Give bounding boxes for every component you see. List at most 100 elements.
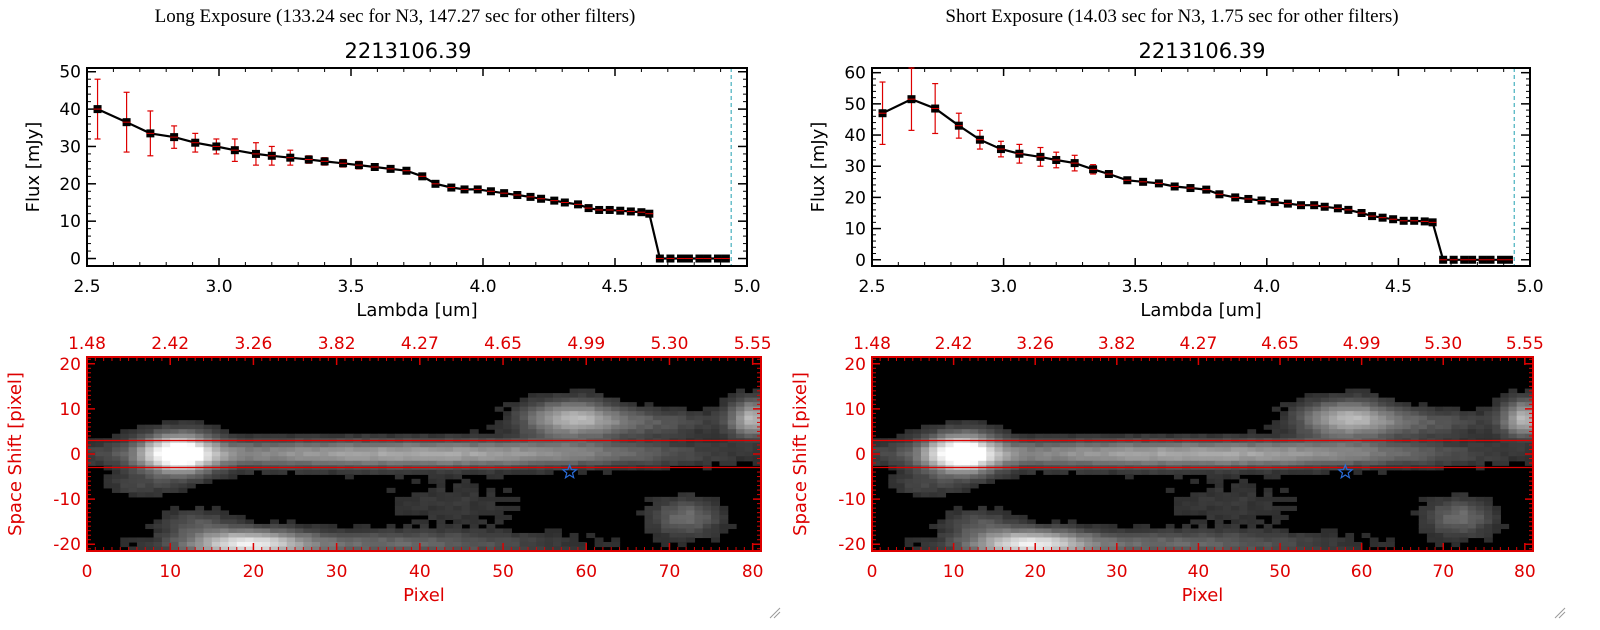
image-pixel xyxy=(1124,537,1134,543)
image-pixel xyxy=(1231,474,1240,480)
image-pixel xyxy=(1214,519,1224,525)
image-pixel xyxy=(336,532,346,539)
image-pixel xyxy=(1418,433,1428,439)
image-pixel xyxy=(1247,546,1257,552)
x-tick-label: 2.5 xyxy=(858,277,885,297)
image-pixel xyxy=(686,411,696,417)
image-pixel xyxy=(636,424,646,430)
image-pixel xyxy=(436,510,446,516)
image-pixel xyxy=(170,541,180,548)
image-pixel xyxy=(453,532,463,539)
image-pixel xyxy=(228,447,238,453)
image-pixel xyxy=(1247,456,1257,462)
image-pixel xyxy=(929,460,938,466)
image-pixel xyxy=(727,442,737,448)
image-pixel xyxy=(1133,532,1142,539)
image-pixel xyxy=(1353,420,1363,426)
image-pixel xyxy=(896,483,906,489)
image-pixel xyxy=(644,505,654,511)
image-pixel xyxy=(403,433,413,439)
image-pixel xyxy=(161,456,171,462)
image-pixel xyxy=(711,433,720,439)
image-pixel xyxy=(311,469,321,475)
image-pixel xyxy=(912,442,922,448)
image-pixel xyxy=(220,532,230,539)
image-pixel xyxy=(994,429,1004,435)
image-pixel xyxy=(986,474,996,480)
image-pixel xyxy=(1035,456,1044,462)
image-pixel xyxy=(161,537,171,543)
image-pixel xyxy=(153,541,163,548)
image-pixel xyxy=(1247,469,1257,475)
image-pixel xyxy=(1410,406,1420,412)
image-pixel xyxy=(1320,546,1330,552)
image-pixel xyxy=(661,411,671,417)
image-pixel xyxy=(677,406,687,412)
image-pixel xyxy=(195,478,205,484)
image-pixel xyxy=(303,433,313,439)
image-pixel xyxy=(1500,393,1510,399)
image-pixel xyxy=(544,433,554,439)
image-pixel xyxy=(1353,402,1363,408)
image-pixel xyxy=(245,451,255,457)
image-pixel xyxy=(153,487,163,493)
image-pixel xyxy=(1002,460,1012,466)
image-pixel xyxy=(652,451,662,457)
image-pixel xyxy=(478,519,488,525)
image-pixel xyxy=(669,537,679,543)
image-pixel xyxy=(103,456,113,462)
image-pixel xyxy=(469,469,479,475)
image-pixel xyxy=(1288,424,1297,430)
image-pixel xyxy=(552,402,562,408)
image-pixel xyxy=(1451,420,1461,426)
image-pixel xyxy=(1386,460,1395,466)
image-pixel xyxy=(1133,469,1142,475)
image-pixel xyxy=(1426,514,1436,521)
image-pixel xyxy=(478,537,488,543)
image-pixel xyxy=(1116,447,1126,453)
image-pixel xyxy=(719,411,729,417)
image-pixel xyxy=(961,478,971,484)
image-pixel xyxy=(1475,519,1485,525)
image-pixel xyxy=(937,451,947,457)
image-pixel xyxy=(353,433,363,439)
image-pixel xyxy=(929,492,938,498)
image-pixel xyxy=(170,537,180,543)
image-pixel xyxy=(702,456,712,462)
image-pixel xyxy=(1239,442,1248,448)
image-pixel xyxy=(1516,411,1526,417)
image-pixel xyxy=(253,460,263,466)
image-pixel xyxy=(1035,528,1044,534)
image-pixel xyxy=(1337,541,1346,548)
image-pixel xyxy=(1018,433,1028,439)
image-pixel xyxy=(170,424,180,430)
image-pixel xyxy=(411,460,421,466)
image-pixel xyxy=(719,424,729,430)
image-pixel xyxy=(270,519,279,525)
image-pixel xyxy=(1092,546,1102,552)
image-pixel xyxy=(661,442,671,448)
image-pixel xyxy=(1157,460,1167,466)
image-pixel xyxy=(1296,429,1306,435)
image-pixel xyxy=(419,469,429,475)
image-pixel xyxy=(128,429,138,435)
image-pixel xyxy=(503,411,512,417)
image-pixel xyxy=(428,469,438,475)
image-pixel xyxy=(1369,460,1379,466)
image-pixel xyxy=(677,456,687,462)
image-pixel xyxy=(136,469,146,475)
image-pixel xyxy=(536,424,546,430)
image-pixel xyxy=(494,541,504,548)
image-pixel xyxy=(1394,442,1404,448)
image-pixel xyxy=(888,474,898,480)
image-pixel xyxy=(369,537,379,543)
image-pixel xyxy=(544,541,554,548)
image-pixel xyxy=(1231,546,1240,552)
image-pixel xyxy=(519,433,529,439)
image-pixel xyxy=(1337,451,1346,457)
image-pixel xyxy=(1149,456,1159,462)
image-pixel xyxy=(1084,456,1093,462)
image-pixel xyxy=(186,519,196,525)
image-pixel xyxy=(503,447,512,453)
image-pixel xyxy=(561,397,571,403)
